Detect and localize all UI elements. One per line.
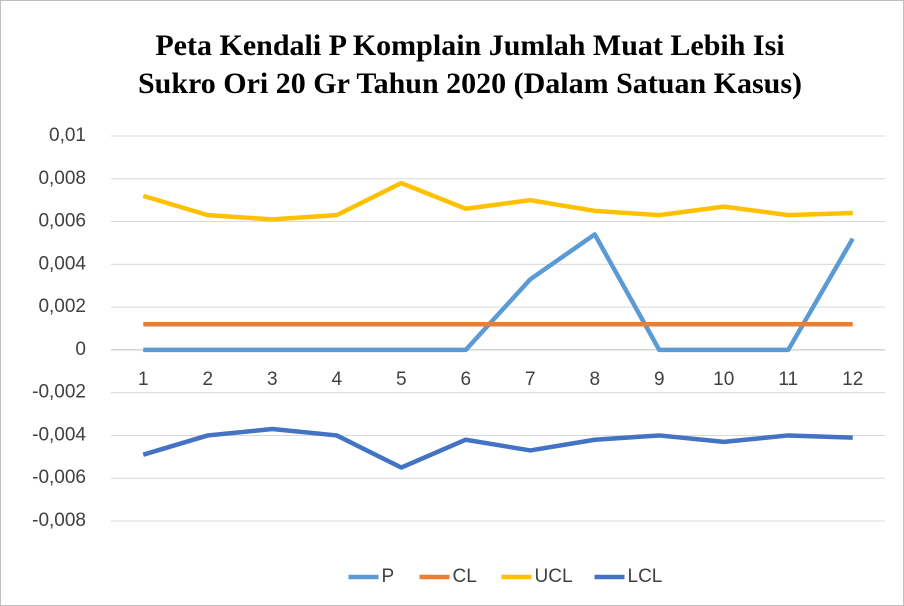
x-tick-label: 7 <box>525 369 536 390</box>
series-line <box>142 180 853 222</box>
x-tick-label: 10 <box>713 369 734 390</box>
y-tick-label: -0,002 <box>32 382 86 403</box>
x-tick-label: 8 <box>589 369 600 390</box>
x-tick-label: 1 <box>138 369 149 390</box>
series-line <box>142 426 853 470</box>
x-tick-label: 6 <box>460 369 471 390</box>
x-tick-label: 4 <box>331 369 342 390</box>
y-tick-label: -0,004 <box>32 424 86 445</box>
x-tick-label: 2 <box>202 369 213 390</box>
x-tick-label: 3 <box>267 369 278 390</box>
legend-label: UCL <box>535 566 573 587</box>
y-tick-label: 0 <box>75 339 86 360</box>
y-tick-label: 0,008 <box>38 168 86 189</box>
y-tick-label: -0,008 <box>32 510 86 531</box>
y-tick-label: -0,006 <box>32 467 86 488</box>
legend-label: CL <box>453 566 477 587</box>
x-tick-label: 12 <box>842 369 863 390</box>
series-line <box>143 232 855 353</box>
y-tick-label: 0,01 <box>49 125 86 146</box>
chart-title: Peta Kendali P Komplain Jumlah Muat Lebi… <box>155 29 784 62</box>
chart-title: Sukro Ori 20 Gr Tahun 2020 (Dalam Satuan… <box>138 67 802 100</box>
x-tick-label: 11 <box>778 369 798 390</box>
x-tick-label: 9 <box>654 369 665 390</box>
y-tick-label: 0,004 <box>38 253 86 274</box>
y-tick-label: 0,002 <box>38 296 86 317</box>
legend-label: P <box>382 566 395 587</box>
y-tick-label: 0,006 <box>38 211 86 232</box>
legend-label: LCL <box>628 566 663 587</box>
x-tick-label: 5 <box>396 369 407 390</box>
